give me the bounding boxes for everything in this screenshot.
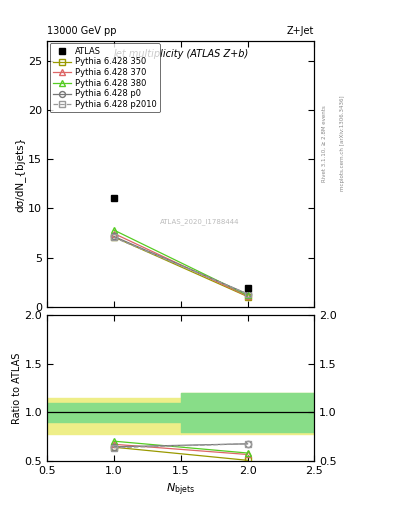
Pythia 6.428 p0 — [245, 291, 250, 297]
Line: Pythia 6.428 380: Pythia 6.428 380 — [111, 227, 251, 298]
Pythia 6.428 p0 — [112, 233, 116, 240]
Text: 13000 GeV pp: 13000 GeV pp — [47, 26, 117, 36]
Y-axis label: Ratio to ATLAS: Ratio to ATLAS — [12, 352, 22, 423]
Text: Z+Jet: Z+Jet — [287, 26, 314, 36]
X-axis label: $N_\mathrm{bjets}$: $N_\mathrm{bjets}$ — [166, 481, 195, 498]
Y-axis label: dσ/dN_{bjets}: dσ/dN_{bjets} — [15, 136, 26, 211]
Text: ATLAS_2020_I1788444: ATLAS_2020_I1788444 — [160, 219, 239, 225]
Line: ATLAS: ATLAS — [110, 194, 251, 292]
ATLAS — [245, 285, 250, 291]
Line: Pythia 6.428 370: Pythia 6.428 370 — [111, 230, 251, 299]
Line: Pythia 6.428 p0: Pythia 6.428 p0 — [111, 233, 251, 297]
Pythia 6.428 350 — [112, 234, 116, 240]
Pythia 6.428 p2010 — [112, 234, 116, 241]
Pythia 6.428 370 — [245, 293, 250, 299]
Line: Pythia 6.428 p2010: Pythia 6.428 p2010 — [111, 234, 251, 297]
Pythia 6.428 p2010 — [245, 291, 250, 297]
Pythia 6.428 380 — [112, 227, 116, 233]
Text: Jet multiplicity (ATLAS Z+b): Jet multiplicity (ATLAS Z+b) — [113, 49, 248, 59]
Pythia 6.428 350 — [245, 293, 250, 300]
Pythia 6.428 370 — [112, 230, 116, 237]
Text: Rivet 3.1.10, ≥ 2.8M events: Rivet 3.1.10, ≥ 2.8M events — [322, 105, 327, 182]
ATLAS — [112, 195, 116, 201]
Legend: ATLAS, Pythia 6.428 350, Pythia 6.428 370, Pythia 6.428 380, Pythia 6.428 p0, Py: ATLAS, Pythia 6.428 350, Pythia 6.428 37… — [50, 44, 160, 113]
Line: Pythia 6.428 350: Pythia 6.428 350 — [111, 234, 251, 300]
Text: mcplots.cern.ch [arXiv:1306.3436]: mcplots.cern.ch [arXiv:1306.3436] — [340, 96, 345, 191]
Pythia 6.428 380 — [245, 292, 250, 298]
